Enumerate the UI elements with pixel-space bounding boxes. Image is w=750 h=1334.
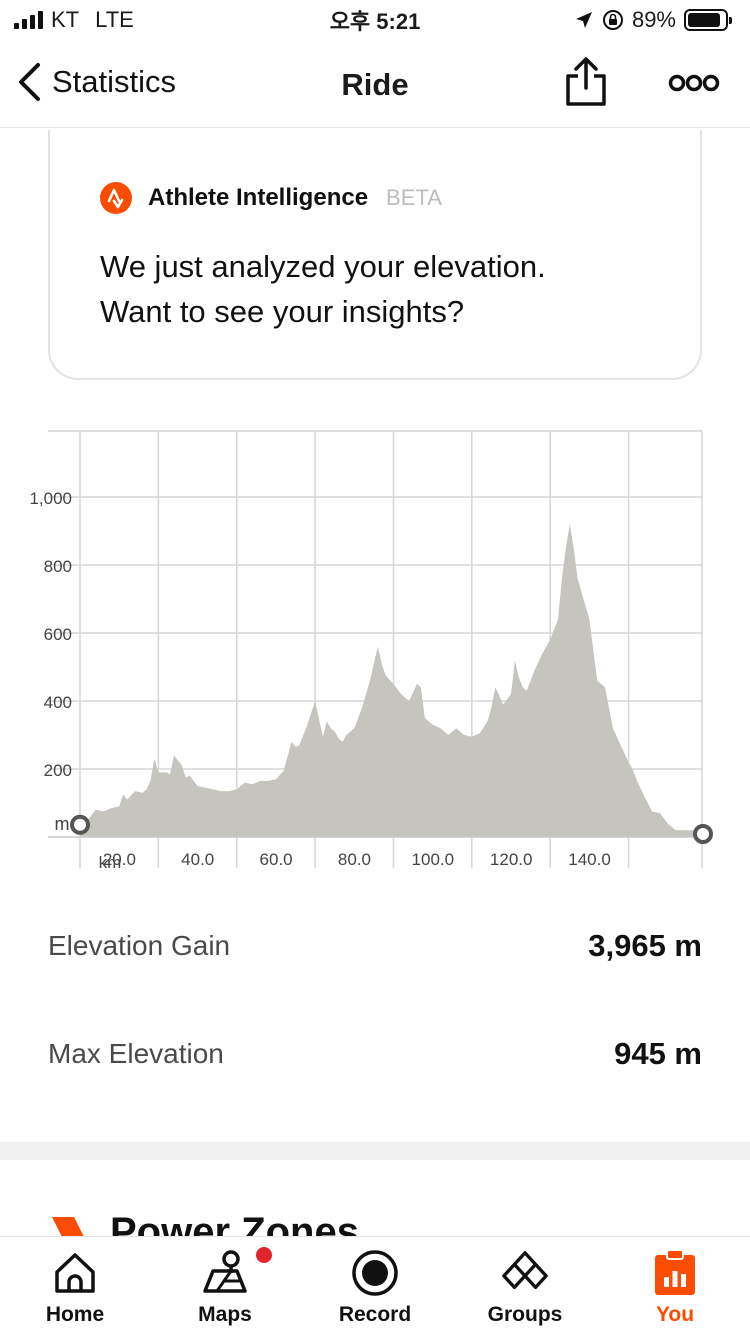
- signal-icon: [14, 11, 43, 29]
- stat-row-max-elevation: Max Elevation 945 m: [48, 1036, 702, 1072]
- y-tick-label: 600: [44, 625, 72, 644]
- tab-label: Record: [338, 1303, 412, 1326]
- y-tick-label: 400: [44, 693, 72, 712]
- y-tick-label: 800: [44, 557, 72, 576]
- beta-badge: BETA: [386, 185, 442, 210]
- x-tick-label: 80.0: [338, 850, 371, 869]
- tab-label: Groups: [487, 1303, 563, 1326]
- battery-icon: [684, 9, 732, 31]
- carrier-label: KT: [51, 7, 80, 32]
- back-label: Statistics: [52, 64, 177, 99]
- end-marker: [693, 824, 713, 844]
- x-axis-unit-label: km: [99, 853, 122, 872]
- y-tick-label: 200: [44, 761, 72, 780]
- rotation-lock-icon: [602, 10, 623, 30]
- stat-row-elevation-gain: Elevation Gain 3,965 m: [48, 928, 702, 964]
- back-button[interactable]: Statistics: [16, 62, 176, 102]
- athlete-intelligence-card[interactable]: Athlete Intelligence BETA We just analyz…: [48, 130, 702, 380]
- maps-icon: [201, 1249, 249, 1297]
- x-tick-label: 100.0: [412, 850, 455, 869]
- ai-brand-label: Athlete Intelligence: [148, 184, 369, 211]
- tab-home[interactable]: Home: [0, 1237, 150, 1334]
- tab-record[interactable]: Record: [300, 1237, 450, 1334]
- tab-label: Home: [45, 1303, 105, 1326]
- section-divider: [0, 1142, 750, 1160]
- tab-label: You: [655, 1303, 695, 1326]
- navigation-bar: Statistics Ride: [0, 42, 750, 128]
- stat-value: 3,965 m: [588, 928, 702, 963]
- location-arrow-icon: [575, 12, 592, 28]
- notification-dot: [256, 1247, 272, 1263]
- chevron-left-icon: [19, 63, 40, 101]
- ai-card-header: Athlete Intelligence BETA: [100, 182, 442, 214]
- status-bar: KT LTE 오후 5:21 89%: [0, 0, 750, 40]
- stat-value: 945 m: [614, 1036, 702, 1071]
- status-left: KT LTE: [14, 7, 134, 33]
- share-icon[interactable]: [562, 56, 610, 108]
- status-right: 89%: [574, 7, 732, 33]
- tab-groups[interactable]: Groups: [450, 1237, 600, 1334]
- you-icon: [651, 1249, 699, 1297]
- battery-percent: 89%: [631, 7, 676, 32]
- x-tick-label: 40.0: [181, 850, 214, 869]
- record-icon: [351, 1249, 399, 1297]
- x-tick-label: 120.0: [490, 850, 533, 869]
- x-tick-label: 20.0: [103, 850, 136, 869]
- home-icon: [51, 1249, 99, 1297]
- tab-bar: Home Maps Record Groups You: [0, 1236, 750, 1334]
- start-marker: [70, 814, 90, 835]
- ai-message-line-1: We just analyzed your elevation.: [100, 249, 546, 284]
- x-tick-label: 60.0: [260, 850, 293, 869]
- tab-maps[interactable]: Maps: [150, 1237, 300, 1334]
- network-label: LTE: [95, 7, 134, 32]
- x-tick-label: 140.0: [568, 850, 611, 869]
- groups-icon: [501, 1249, 549, 1297]
- elevation-chart[interactable]: 200 400 600 800 1,000 20.0 40.0 60.0 80.0 100.0 12…: [0, 420, 750, 890]
- strava-logo-icon: [100, 182, 132, 214]
- ai-message-line-2: Want to see your insights?: [100, 294, 465, 329]
- tab-label: Maps: [198, 1303, 252, 1326]
- stat-label: Max Elevation: [48, 1038, 224, 1069]
- tab-you[interactable]: You: [600, 1237, 750, 1334]
- stat-label: Elevation Gain: [48, 930, 231, 961]
- more-options-icon[interactable]: [668, 68, 720, 98]
- y-axis-unit-label: m: [55, 814, 70, 834]
- y-tick-label: 1,000: [29, 489, 72, 508]
- ai-message: We just analyzed your elevation. Want to…: [100, 244, 660, 334]
- elevation-area: [80, 524, 703, 837]
